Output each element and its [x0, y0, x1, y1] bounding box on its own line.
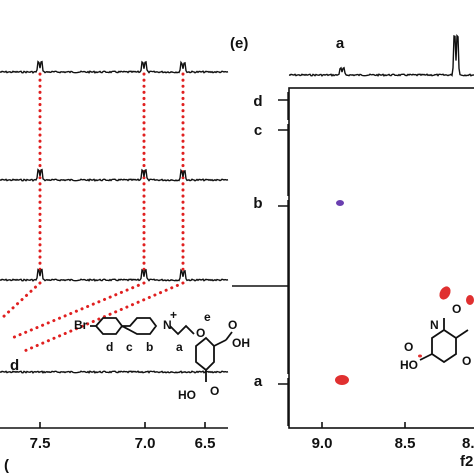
top-label: a [336, 35, 345, 52]
structure: Br N + O O OH HO O d c b a e [74, 308, 250, 402]
correlation-lines [0, 72, 185, 354]
side-label: b [253, 195, 262, 212]
atom: O [452, 302, 461, 316]
tick-label: 8.5 [395, 435, 416, 452]
tick-label: 9.0 [312, 435, 333, 452]
spectrum [0, 268, 229, 282]
cross-peaks [335, 200, 474, 385]
atom: O [228, 318, 237, 332]
spectrum [288, 33, 474, 77]
charge: + [170, 308, 177, 322]
label: c [126, 340, 133, 354]
tick-label: 7.0 [135, 435, 156, 452]
atom: HO [178, 388, 196, 402]
structure-fragment: N O O HO O [400, 302, 471, 372]
tick-label: 6.5 [195, 435, 216, 452]
side-label: c [254, 122, 262, 139]
tick-label: 7.5 [30, 435, 51, 452]
panel-label: (e) [230, 35, 248, 52]
peak-label: d [10, 357, 19, 374]
corner-label: ( [4, 457, 9, 474]
atom: N [430, 318, 439, 332]
atom: O [210, 384, 219, 398]
atom: O [196, 326, 205, 340]
atom: N [163, 318, 172, 332]
label: e [204, 310, 211, 324]
side-label: a [254, 373, 263, 390]
axis-label: f2 [460, 453, 473, 470]
atom: O [462, 354, 471, 368]
tick-label: 8. [462, 435, 474, 452]
label: b [146, 340, 153, 354]
side-label: d [253, 93, 262, 110]
label: d [106, 340, 113, 354]
atom: O [404, 340, 413, 354]
spectrum [0, 370, 229, 374]
spectrum [0, 60, 229, 74]
spectrum [0, 168, 229, 182]
atom: HO [400, 358, 418, 372]
nmr-2d-frame [288, 87, 474, 429]
atom: Br [74, 318, 88, 332]
label: a [176, 340, 183, 354]
side-projection [278, 92, 289, 426]
atom: OH [232, 336, 250, 350]
